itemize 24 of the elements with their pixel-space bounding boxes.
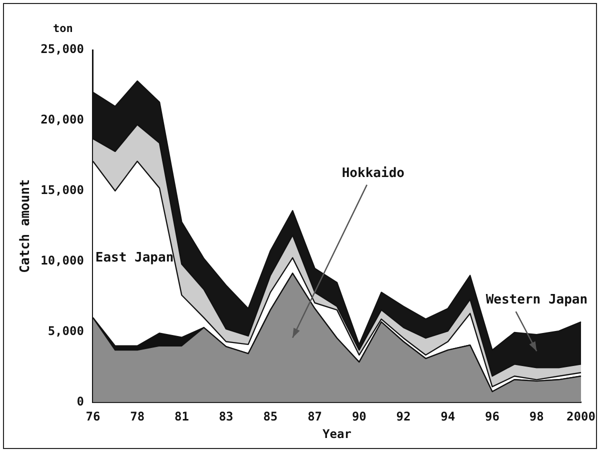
x-tick-label: 98 — [529, 410, 544, 424]
y-tick-label: 20,000 — [40, 112, 84, 127]
text: ton — [53, 22, 73, 35]
x-tick-label: 83 — [218, 410, 234, 424]
y-tick-label: 25,000 — [40, 42, 84, 56]
y-tick-label: 15,000 — [40, 183, 84, 198]
x-tick-label: 78 — [130, 410, 145, 424]
x-tick-label: 81 — [174, 410, 189, 424]
series-label: East Japan — [95, 250, 174, 266]
x-tick-label: 76 — [86, 410, 100, 424]
y-axis-title: Catch amount — [18, 179, 34, 274]
y-tick-label: 5,000 — [48, 324, 84, 338]
x-tick-label: 2000 — [566, 410, 596, 424]
y-tick-label: 10,000 — [40, 253, 84, 268]
x-tick-label: 96 — [485, 410, 500, 424]
text: Hokkaido — [342, 166, 405, 181]
x-tick-label: 92 — [396, 410, 411, 424]
x-tick-label: 85 — [263, 410, 278, 424]
series-label: Western Japan — [486, 292, 588, 308]
x-axis-title: Year — [322, 426, 352, 441]
x-tick-label: 87 — [308, 410, 322, 424]
x-tick-label: 94 — [440, 410, 456, 424]
y-tick-label: 0 — [76, 394, 84, 408]
x-tick-label: 90 — [352, 410, 366, 424]
